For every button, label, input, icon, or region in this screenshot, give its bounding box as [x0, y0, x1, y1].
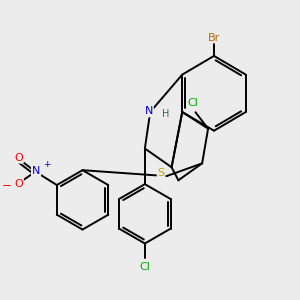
Text: Cl: Cl — [140, 262, 150, 272]
Text: N: N — [145, 106, 153, 116]
Text: O: O — [14, 153, 23, 163]
Text: S: S — [158, 168, 165, 178]
Text: +: + — [43, 160, 50, 169]
Text: H: H — [162, 110, 169, 119]
Text: O: O — [14, 178, 23, 188]
Text: N: N — [32, 166, 40, 176]
Text: Br: Br — [208, 32, 220, 43]
Text: Cl: Cl — [187, 98, 198, 108]
Text: −: − — [2, 179, 12, 192]
